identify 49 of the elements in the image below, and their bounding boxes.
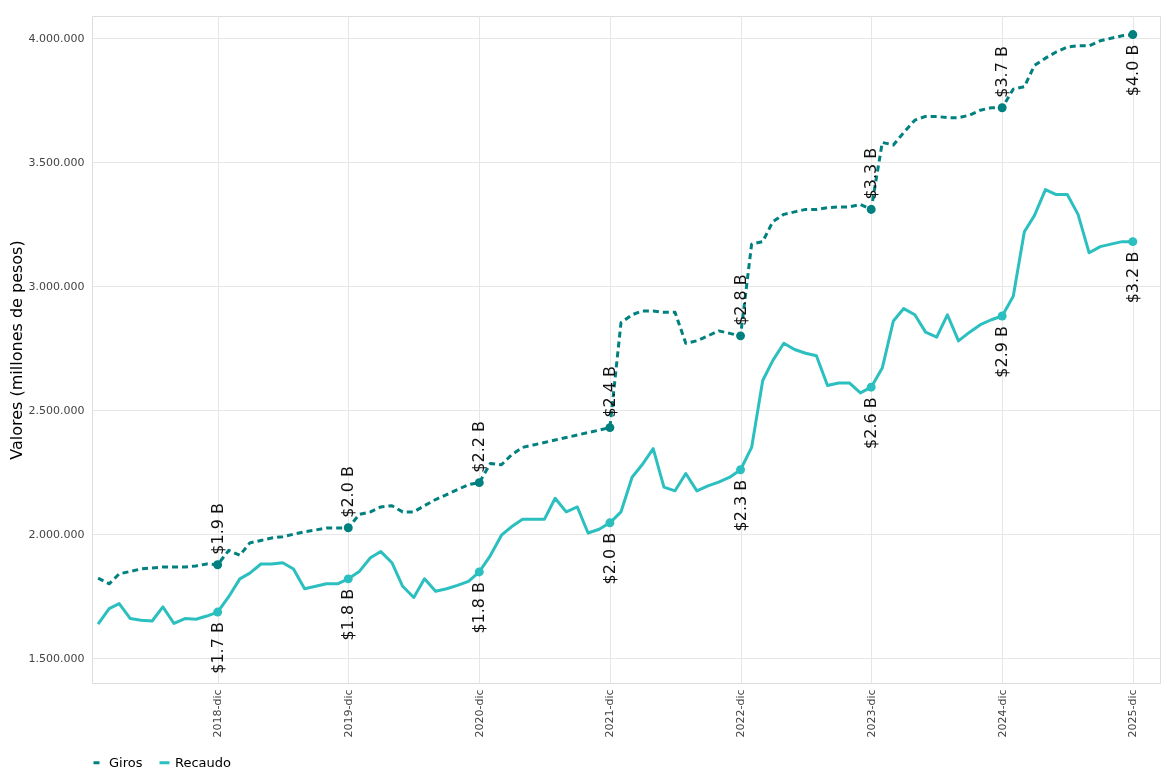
point: [213, 607, 223, 617]
annotation: $2.6 B: [861, 397, 881, 449]
annotation: $4.0 B: [1122, 44, 1142, 97]
annotation: $2.0 B: [599, 532, 619, 585]
point: [736, 465, 745, 475]
annotation: $1.8 B: [338, 588, 358, 641]
y-tick-label: 4.000.000: [28, 31, 85, 45]
x-tick-label: 2019-dic: [341, 689, 355, 738]
y-tick-label: 3.000.000: [28, 279, 85, 293]
point: [605, 518, 615, 528]
y-tick-label: 1.500.000: [28, 651, 85, 665]
y-tick-label: 2.500.000: [28, 403, 85, 417]
annotation: $2.4 B: [599, 365, 619, 418]
annotation: $3.7 B: [992, 46, 1012, 98]
y-tick-label: 3.500.000: [28, 155, 85, 169]
point: [736, 331, 745, 341]
legend-label: Recaudo: [175, 754, 232, 770]
x-tick-label: 2024-dic: [995, 689, 1009, 738]
annotation: $1.9 B: [207, 503, 227, 555]
y-tick-label: 2.000.000: [28, 527, 85, 541]
point: [474, 478, 484, 488]
point: [1128, 30, 1138, 40]
y-axis-title: Valores (millones de pesos): [6, 240, 26, 460]
annotation: $1.7 B: [207, 622, 227, 674]
point: [474, 567, 484, 577]
annotation: $2.8 B: [730, 274, 750, 326]
point: [605, 423, 615, 433]
annotation: $2.2 B: [469, 420, 489, 473]
point: [997, 103, 1007, 113]
point: [213, 560, 223, 570]
annotation: $2.0 B: [338, 466, 358, 518]
x-tick-label: 2025-dic: [1126, 689, 1140, 738]
x-tick-label: 2023-dic: [864, 689, 878, 738]
annotation: $2.9 B: [992, 326, 1012, 378]
point: [1128, 237, 1138, 247]
point: [343, 574, 353, 584]
annotation: $3.3 B: [861, 147, 881, 200]
x-tick-label: 2021-dic: [603, 689, 617, 738]
point: [866, 204, 876, 214]
annotation: $1.8 B: [469, 581, 489, 634]
x-tick-label: 2018-dic: [211, 689, 225, 738]
x-tick-label: 2022-dic: [734, 689, 748, 738]
point: [866, 382, 876, 392]
x-tick-label: 2020-dic: [472, 689, 486, 738]
point: [997, 311, 1007, 321]
point: [343, 523, 353, 533]
annotation: $3.2 B: [1122, 251, 1142, 304]
annotation: $2.3 B: [730, 479, 750, 532]
legend-label: Giros: [109, 754, 143, 770]
